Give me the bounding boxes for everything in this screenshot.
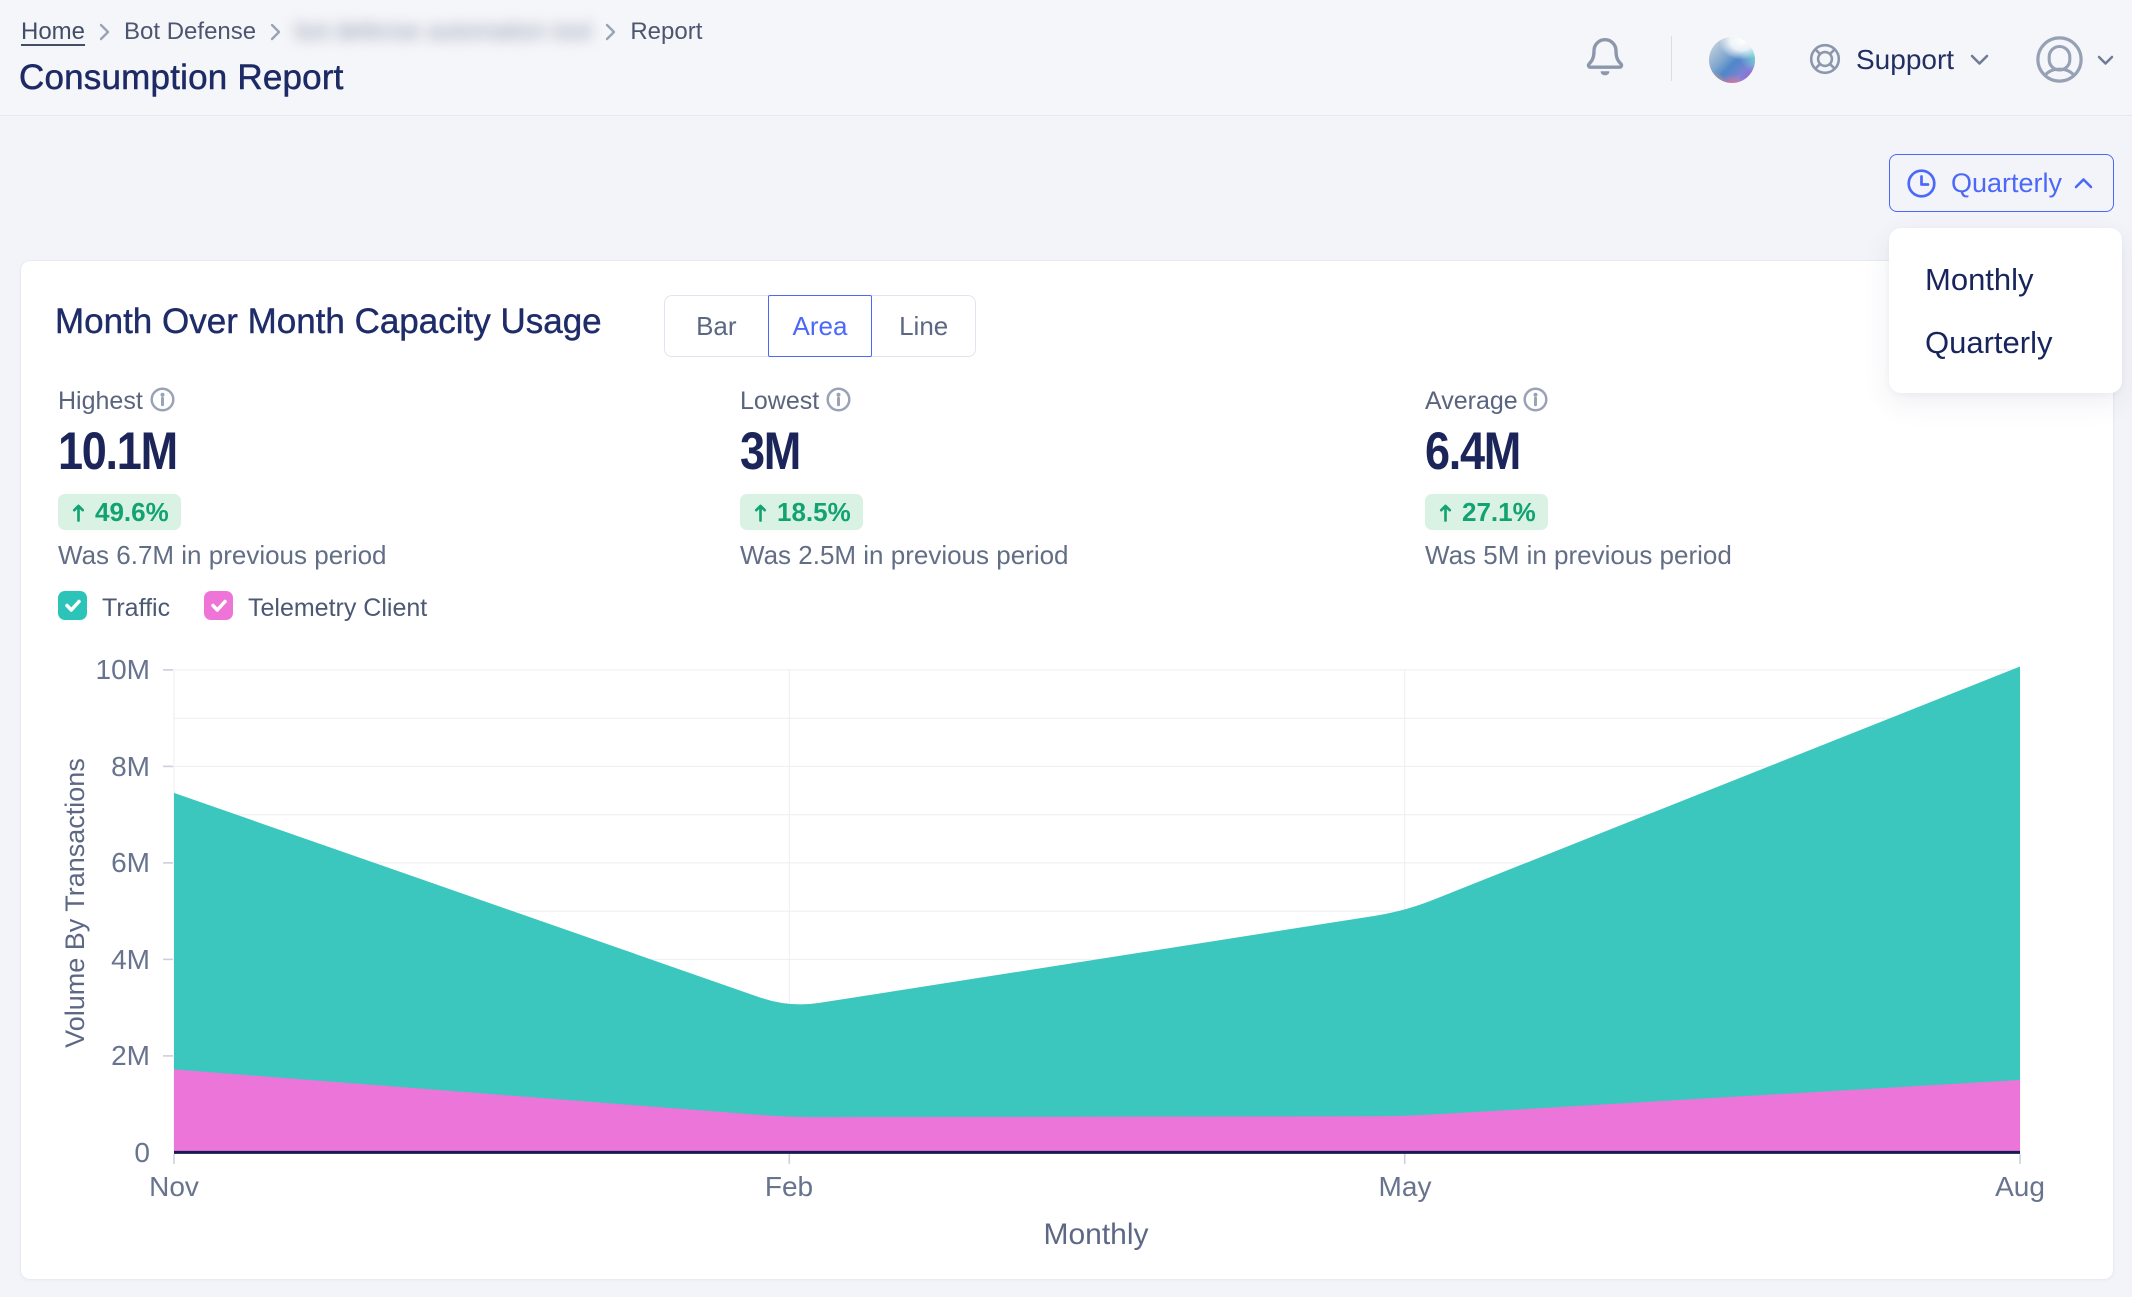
svg-text:10M: 10M	[96, 654, 150, 685]
svg-text:May: May	[1379, 1171, 1432, 1202]
svg-text:Monthly: Monthly	[1043, 1218, 1148, 1251]
svg-text:4M: 4M	[111, 944, 150, 975]
svg-text:Aug: Aug	[1995, 1171, 2045, 1202]
svg-text:Nov: Nov	[149, 1171, 199, 1202]
svg-text:0: 0	[134, 1137, 150, 1168]
svg-text:Volume By Transactions: Volume By Transactions	[60, 758, 90, 1048]
svg-text:8M: 8M	[111, 751, 150, 782]
svg-text:6M: 6M	[111, 847, 150, 878]
svg-text:Feb: Feb	[765, 1171, 813, 1202]
svg-text:2M: 2M	[111, 1040, 150, 1071]
